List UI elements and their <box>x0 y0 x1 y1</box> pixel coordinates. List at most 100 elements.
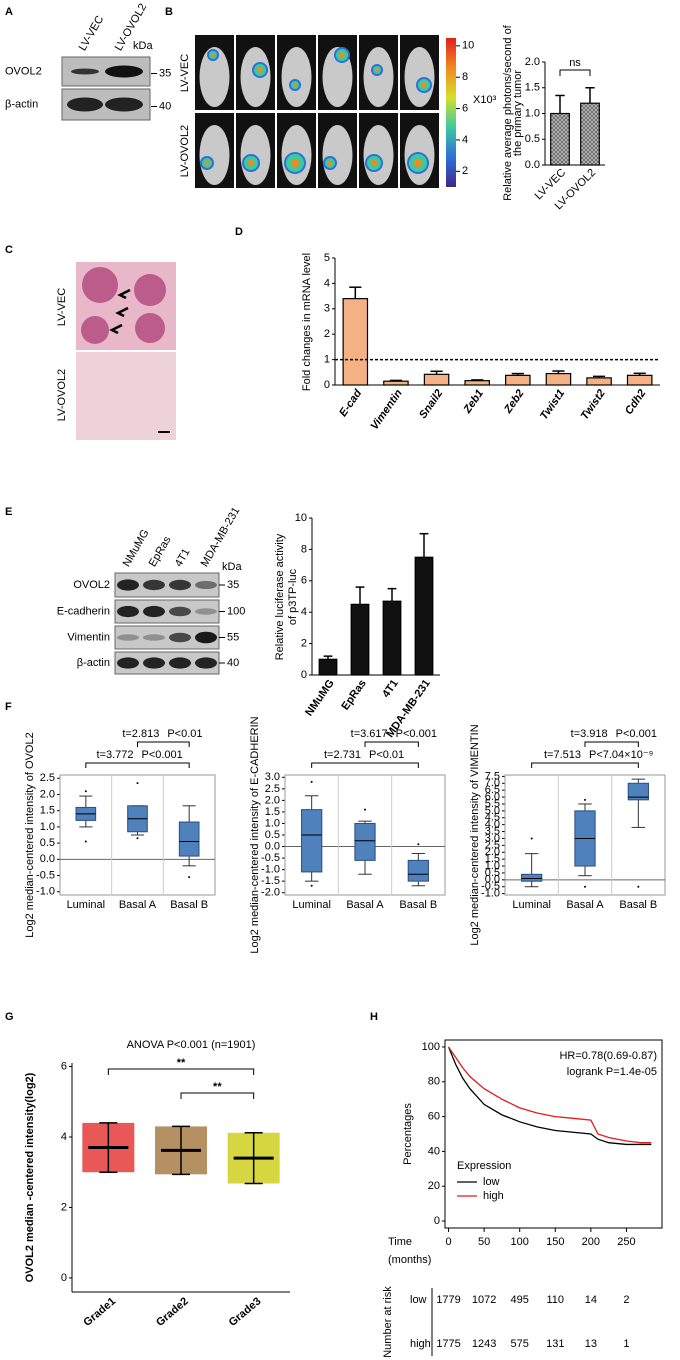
x-tick-label: Zeb2 <box>502 388 527 417</box>
risk-count: 1775 <box>436 1338 460 1350</box>
x-tick-label: NMuMG <box>303 678 337 719</box>
plot-frame <box>59 774 216 896</box>
y-tick-label: 4.0 <box>485 819 500 831</box>
row-label: β-actin <box>77 657 110 669</box>
box <box>407 859 429 882</box>
risk-count: 575 <box>511 1338 529 1350</box>
y-tick-label: 0.5 <box>40 837 55 849</box>
outlier <box>84 790 87 793</box>
mouse <box>199 47 230 107</box>
colorbar-tick-label: 6 <box>462 102 468 114</box>
comparison-p: P<0.01 <box>369 749 404 761</box>
y-tick-label: 1.0 <box>485 860 500 872</box>
marker-label: 40 <box>227 657 239 669</box>
comparison-t: t=3.617 <box>351 728 388 740</box>
band <box>195 657 217 669</box>
chart-title: ANOVA P<0.001 (n=1901) <box>127 1039 256 1051</box>
panel-letter: H <box>370 1011 378 1023</box>
y-tick-label: 0.0 <box>525 159 540 171</box>
y-tick-label: 2 <box>61 1201 67 1213</box>
band <box>169 606 191 617</box>
risk-row-label: high <box>410 1338 431 1350</box>
bar <box>545 372 572 386</box>
tumor-region <box>82 267 118 303</box>
outlier <box>136 782 139 785</box>
risk-count: 14 <box>585 1294 597 1306</box>
arrow <box>109 323 123 335</box>
marker-label: 40 <box>159 100 171 112</box>
x-tick-label: Luminal <box>67 899 106 911</box>
y-tick-label: 2.5 <box>40 772 55 784</box>
lane-label: MDA-MB-231 <box>199 505 243 569</box>
y-tick-label: 4.5 <box>485 812 500 824</box>
row-label: LV-OVOL2 <box>56 369 68 421</box>
bracket <box>107 1068 255 1075</box>
row-label: LV-OVOL2 <box>179 125 191 177</box>
x-tick-label: 4T1 <box>380 678 401 700</box>
comparison-p: P<0.001 <box>616 728 657 740</box>
band <box>169 632 191 643</box>
signal <box>327 160 333 166</box>
y-tick-label: -1.5 <box>261 875 280 887</box>
x-tick-label: 0 <box>445 1236 451 1248</box>
y-axis-label: Log2 median-centered intensity of OVOL2 <box>24 732 36 937</box>
colorbar-tick-label: 10 <box>462 40 474 52</box>
x-tick-label: Basal A <box>119 899 157 911</box>
x-axis-label: Time <box>388 1236 412 1248</box>
band <box>117 605 139 618</box>
x-tick-label: 250 <box>617 1236 635 1248</box>
y-tick-label: 1.5 <box>485 853 500 865</box>
y-tick-label: 0.0 <box>40 853 55 865</box>
row-label: E-cadherin <box>57 605 110 617</box>
mouse <box>363 47 394 107</box>
x-tick-label: Grade3 <box>227 1295 264 1329</box>
comparison-t: t=7.513 <box>544 749 581 761</box>
box <box>178 821 200 857</box>
y-tick-label: -1.0 <box>481 888 500 900</box>
y-tick-label: 40 <box>428 1145 440 1157</box>
risk-count: 1243 <box>472 1338 496 1350</box>
band <box>117 657 139 669</box>
risk-count: 1779 <box>436 1294 460 1306</box>
marker-label: 55 <box>227 631 239 643</box>
bracket <box>137 741 190 747</box>
colorbar-tick-label: 4 <box>462 134 468 146</box>
risk-table-title: Number at risk <box>382 1286 394 1358</box>
x-tick-label: Luminal <box>292 899 331 911</box>
panel-letter: A <box>5 6 13 18</box>
tumor-region <box>134 274 166 306</box>
comparison-p: P<0.001 <box>142 749 183 761</box>
risk-count: 495 <box>511 1294 529 1306</box>
y-tick-label: 2.5 <box>485 839 500 851</box>
lane-label: LV-VEC <box>77 14 107 53</box>
x-tick-label: Grade1 <box>81 1295 118 1329</box>
panel-letter: D <box>235 226 243 238</box>
y-tick-label: 7.0 <box>485 777 500 789</box>
y-axis-label: Relative average photons/second of <box>502 24 514 200</box>
mouse <box>281 47 312 107</box>
mouse <box>240 47 271 107</box>
panel-letter: E <box>5 506 12 518</box>
annotation: ns <box>569 57 581 69</box>
plot-frame <box>444 1039 663 1229</box>
mouse <box>199 125 230 185</box>
bracket <box>85 762 190 768</box>
unit-label: kDa <box>133 40 153 52</box>
row-label: OVOL2 <box>73 579 110 591</box>
box <box>521 873 543 882</box>
y-tick-label: 6.0 <box>485 791 500 803</box>
panel-letter: G <box>5 1011 14 1023</box>
y-tick-label: 0 <box>324 379 330 391</box>
arrow <box>117 288 131 300</box>
marker-label: 35 <box>227 579 239 591</box>
band <box>143 579 165 591</box>
x-tick-label: Luminal <box>512 899 551 911</box>
y-tick-label: 10 <box>295 512 307 524</box>
y-tick-label: 6 <box>301 575 307 587</box>
bracket <box>531 762 639 768</box>
x-tick-label: Basal B <box>399 899 437 911</box>
box <box>354 822 376 861</box>
y-tick-label: 3.0 <box>265 771 280 783</box>
